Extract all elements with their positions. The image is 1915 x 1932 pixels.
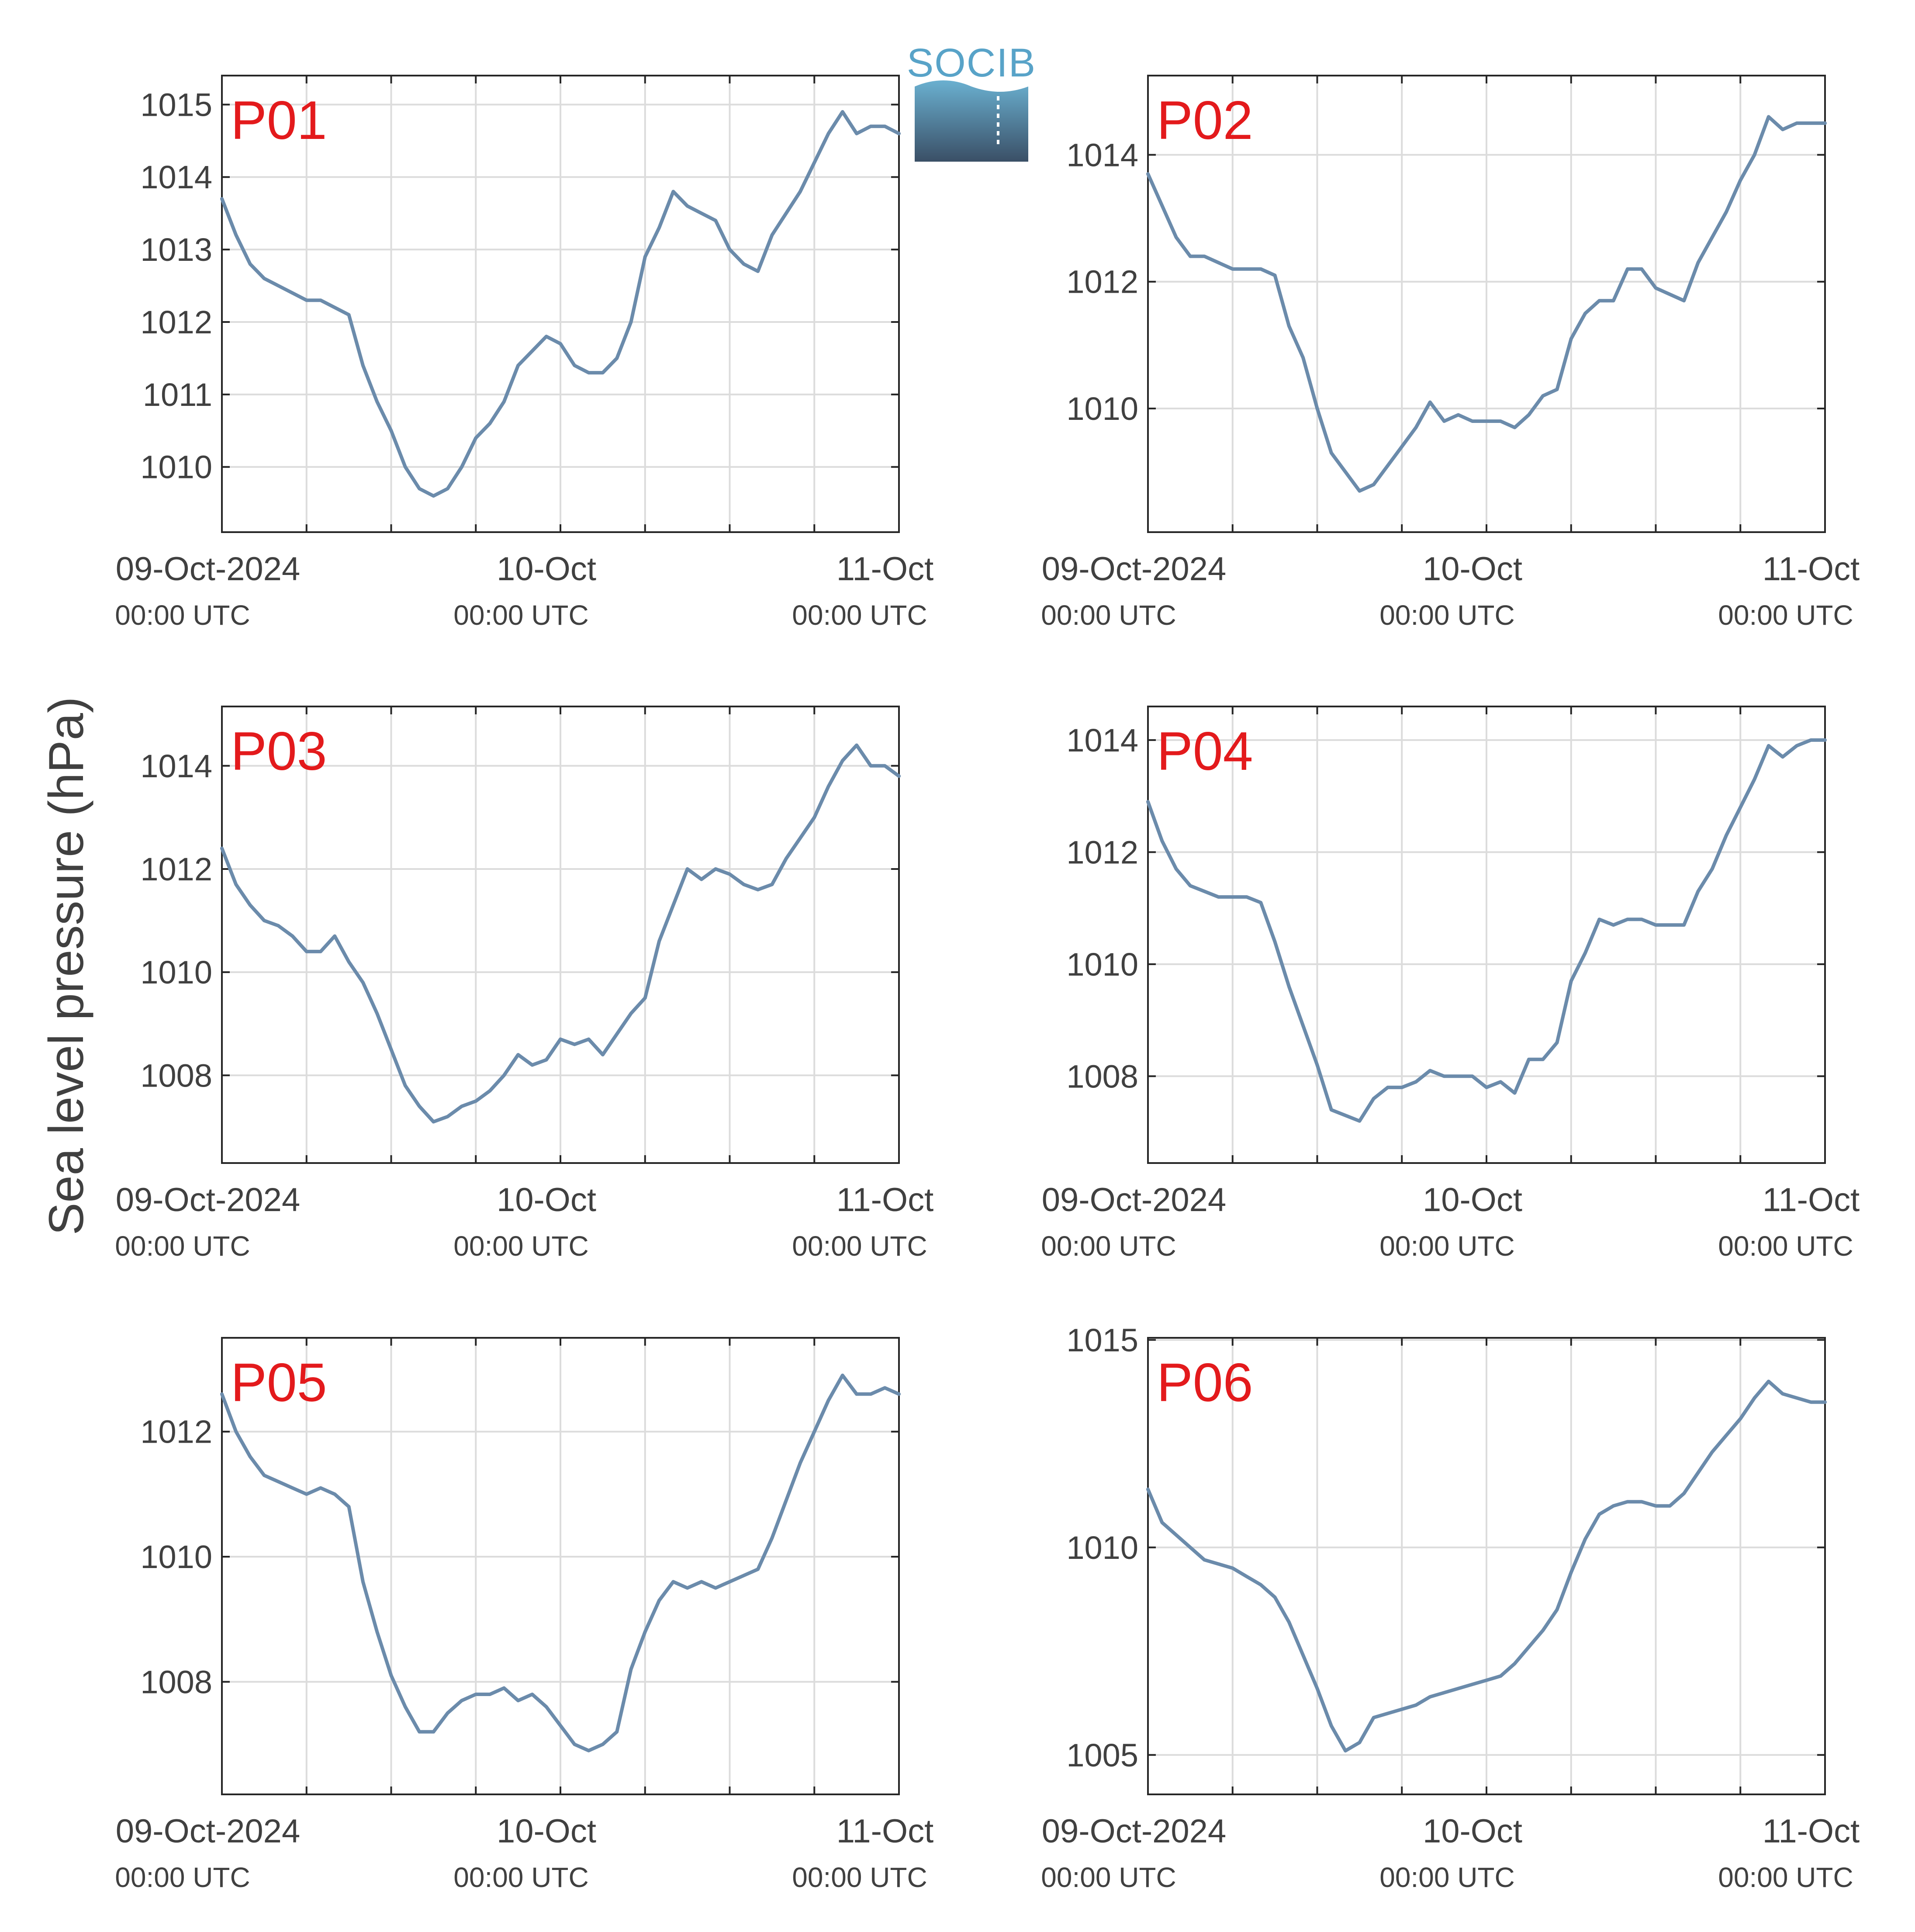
x-tick-label-date: 11-Oct — [837, 551, 933, 588]
plot-frame — [1147, 706, 1826, 1164]
y-tick-label: 1013 — [140, 232, 212, 268]
x-tick-label-time: 00:00 UTC — [115, 1862, 250, 1893]
y-tick-label: 1010 — [1066, 391, 1138, 427]
panel-p04: 1008 1010 1012 1014 P04 09-Oct-2024 00:00 UTC 1… — [1041, 706, 1860, 1262]
x-tick-label-time: 00:00 UTC — [1379, 599, 1514, 631]
x-tick-label-time: 00:00 UTC — [1379, 1862, 1514, 1893]
y-tick-label: 1010 — [140, 449, 212, 485]
x-tick-label-date: 10-Oct — [1423, 551, 1522, 588]
y-tick-label: 1012 — [140, 1414, 212, 1450]
y-tick-label: 1012 — [140, 304, 212, 340]
x-tick-label-date: 11-Oct — [837, 1813, 933, 1850]
y-tick-label: 1012 — [1066, 264, 1138, 300]
y-tick-label: 1011 — [143, 377, 212, 413]
panel-label: P04 — [1157, 721, 1253, 782]
x-tick-label-time: 00:00 UTC — [1041, 1862, 1176, 1893]
x-tick-label-time: 00:00 UTC — [792, 1230, 927, 1262]
y-tick-label: 1014 — [140, 159, 212, 195]
socib-logo: SOCIB — [907, 41, 1036, 162]
x-tick-label-time: 00:00 UTC — [1718, 1230, 1853, 1262]
panel-label: P03 — [231, 721, 327, 782]
x-tick-label-date: 10-Oct — [497, 1813, 596, 1850]
x-tick-label-time: 00:00 UTC — [792, 599, 927, 631]
x-tick-label-time: 00:00 UTC — [115, 1230, 250, 1262]
y-tick-label: 1012 — [1066, 834, 1138, 870]
socib-logo-text: SOCIB — [907, 41, 1036, 85]
y-tick-label: 1014 — [1066, 722, 1138, 758]
x-tick-label-time: 00:00 UTC — [792, 1862, 927, 1893]
x-tick-label-time: 00:00 UTC — [115, 599, 250, 631]
x-tick-label-date: 11-Oct — [1763, 551, 1860, 588]
pressure-series-line — [220, 1373, 901, 1752]
pressure-series-line — [220, 110, 901, 498]
y-tick-label: 1008 — [140, 1057, 212, 1094]
y-tick-label: 1010 — [1066, 946, 1138, 983]
y-axis-label: Sea level pressure (hPa) — [39, 697, 93, 1236]
y-tick-label: 1010 — [140, 954, 212, 990]
plot-frame — [1147, 75, 1826, 533]
x-tick-label-date: 09-Oct-2024 — [116, 551, 300, 588]
y-tick-label: 1014 — [140, 748, 212, 784]
pressure-series-line — [1146, 115, 1827, 493]
y-tick-label: 1010 — [1066, 1530, 1138, 1566]
y-tick-label: 1010 — [140, 1539, 212, 1575]
pressure-series-line — [1146, 1379, 1827, 1753]
x-tick-label-time: 00:00 UTC — [453, 1862, 588, 1893]
panel-p01: 1010 1011 1012 1013 1014 1015 P01 09-Oct-2024 00… — [115, 75, 933, 631]
x-tick-label-date: 09-Oct-2024 — [1042, 551, 1226, 588]
panel-p02: 1010 1012 1014 P02 09-Oct-2024 00:00 UTC 10-Oc… — [1041, 75, 1860, 631]
x-tick-label-date: 10-Oct — [1423, 1181, 1522, 1219]
y-tick-label: 1015 — [1066, 1322, 1138, 1358]
y-tick-label: 1015 — [140, 87, 212, 123]
x-tick-label-time: 00:00 UTC — [1041, 599, 1176, 631]
plot-frame — [221, 706, 900, 1164]
panel-label: P05 — [231, 1353, 327, 1413]
x-tick-label-date: 11-Oct — [837, 1181, 933, 1219]
plot-frame — [221, 75, 900, 533]
x-tick-label-date: 10-Oct — [1423, 1813, 1522, 1850]
panel-p05: 1008 1010 1012 P05 09-Oct-2024 00:00 UTC 10-Oc… — [115, 1337, 933, 1893]
x-tick-label-time: 00:00 UTC — [1718, 1862, 1853, 1893]
plot-frame — [1147, 1337, 1826, 1795]
panel-p03: 1008 1010 1012 1014 P03 09-Oct-2024 00:00 UTC 1… — [115, 706, 933, 1262]
panel-label: P01 — [231, 90, 327, 151]
x-tick-label-date: 09-Oct-2024 — [116, 1181, 300, 1219]
pressure-series-line — [220, 743, 901, 1124]
y-tick-label: 1008 — [1066, 1058, 1138, 1094]
x-tick-label-date: 10-Oct — [497, 1181, 596, 1219]
x-tick-label-date: 09-Oct-2024 — [1042, 1181, 1226, 1219]
plot-frame — [221, 1337, 900, 1795]
panel-label: P02 — [1157, 90, 1253, 151]
x-tick-label-time: 00:00 UTC — [1041, 1230, 1176, 1262]
x-tick-label-date: 09-Oct-2024 — [1042, 1813, 1226, 1850]
chart-panels: 1010 1011 1012 1013 1014 1015 P01 09-Oct-2024 00… — [115, 75, 1860, 1893]
y-tick-label: 1005 — [1066, 1737, 1138, 1773]
x-tick-label-time: 00:00 UTC — [453, 1230, 588, 1262]
pressure-series-line — [1146, 738, 1827, 1123]
x-tick-label-time: 00:00 UTC — [1718, 599, 1853, 631]
x-tick-label-time: 00:00 UTC — [1379, 1230, 1514, 1262]
x-tick-label-date: 10-Oct — [497, 551, 596, 588]
y-tick-label: 1012 — [140, 851, 212, 887]
y-tick-label: 1008 — [140, 1664, 212, 1700]
x-tick-label-date: 11-Oct — [1763, 1813, 1860, 1850]
y-tick-label: 1014 — [1066, 137, 1138, 173]
x-tick-label-time: 00:00 UTC — [453, 599, 588, 631]
socib-logo-wave — [915, 80, 1028, 162]
x-tick-label-date: 11-Oct — [1763, 1181, 1860, 1219]
panel-label: P06 — [1157, 1353, 1253, 1413]
panel-p06: 1005 1010 1015 P06 09-Oct-2024 00:00 UTC 10-Oc… — [1041, 1322, 1860, 1893]
x-tick-label-date: 09-Oct-2024 — [116, 1813, 300, 1850]
